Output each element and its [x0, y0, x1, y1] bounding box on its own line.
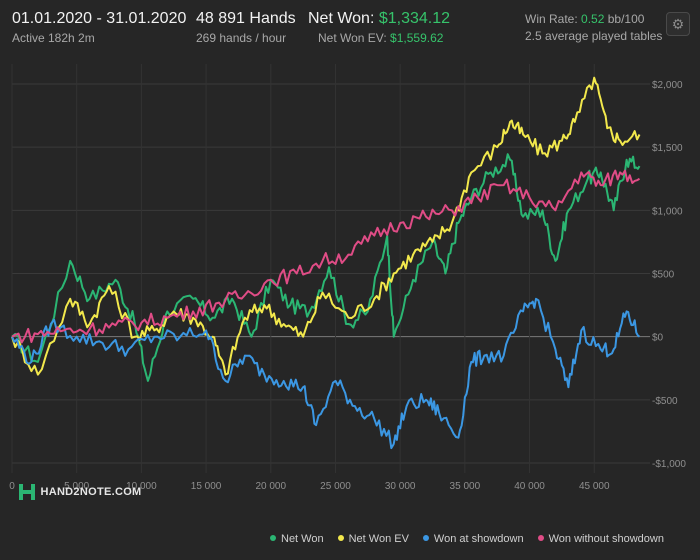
legend-dot — [422, 535, 429, 541]
series-layer — [11, 76, 641, 450]
win-rate: Win Rate: 0.52 bb/100 — [525, 12, 644, 26]
x-tick-label: 40 000 — [514, 481, 545, 492]
logo-text: HAND2NOTE.COM — [40, 486, 142, 498]
hands-count: 48 891 Hands — [196, 10, 296, 27]
date-range: 01.01.2020 - 31.01.2020 — [12, 10, 187, 27]
settings-button[interactable]: ⚙ — [666, 12, 690, 36]
series-line-net-won — [11, 153, 641, 382]
net-won-ev-label: Net Won EV: — [318, 31, 387, 45]
x-tick-label: 20 000 — [255, 481, 286, 492]
legend-item[interactable]: Won without showdown — [537, 533, 664, 545]
gear-icon: ⚙ — [671, 16, 685, 32]
series-line-won-at-showdown — [11, 297, 641, 450]
series-line-won-without-showdown — [11, 169, 641, 344]
win-rate-label: Win Rate: — [525, 12, 578, 26]
net-won-ev-value: $1,559.62 — [390, 31, 444, 45]
chart-area: $2,000 $1,500 $1,000 $500 $0 -$500 -$1,000 0 5 0… — [9, 64, 686, 492]
hands-per-hour: 269 hands / hour — [196, 31, 287, 45]
net-won: Net Won: $1,334.12 — [308, 10, 450, 28]
legend-dot — [537, 535, 544, 541]
legend: Net Won Net Won EV Won at showdown Won with… — [270, 533, 678, 545]
header: 01.01.2020 - 31.01.2020 Active 182h 2m 4… — [0, 0, 700, 52]
x-tick-label: 25 000 — [320, 481, 351, 492]
legend-label: Won without showdown — [548, 533, 664, 545]
legend-dot — [337, 535, 344, 541]
grid-layer — [11, 64, 650, 473]
x-tick-label: 10 000 — [126, 481, 157, 492]
y-tick-label: $500 — [652, 270, 675, 281]
y-tick-label: -$1,000 — [652, 459, 686, 470]
x-tick-label: 15 000 — [191, 481, 222, 492]
net-won-ev: Net Won EV: $1,559.62 — [318, 31, 443, 45]
logo-mark-icon — [19, 484, 35, 500]
active-time: Active 182h 2m — [12, 31, 95, 45]
legend-item[interactable]: Won at showdown — [422, 533, 524, 545]
y-tick-label: $1,500 — [652, 143, 683, 154]
average-tables: 2.5 average played tables — [525, 29, 663, 43]
hand2note-logo: HAND2NOTE.COM — [18, 483, 142, 501]
win-rate-value: 0.52 — [581, 12, 605, 26]
legend-label: Won at showdown — [433, 533, 524, 545]
y-tick-label: -$500 — [652, 396, 678, 407]
y-tick-label: $0 — [652, 333, 664, 344]
legend-item[interactable]: Net Won — [270, 533, 324, 545]
legend-label: Net Won EV — [348, 533, 409, 545]
tick-layer: $2,000 $1,500 $1,000 $500 $0 -$500 -$1,000 0 5 0… — [9, 80, 686, 492]
x-tick-label: 0 — [9, 481, 15, 492]
net-won-label: Net Won: — [308, 10, 375, 27]
y-tick-label: $2,000 — [652, 80, 683, 91]
legend-dot — [270, 535, 276, 541]
legend-label: Net Won — [281, 533, 324, 545]
x-tick-label: 5 000 — [64, 481, 89, 492]
x-tick-label: 45 000 — [579, 481, 610, 492]
series-line-net-won-ev — [11, 76, 641, 376]
win-rate-unit: bb/100 — [607, 12, 645, 26]
y-tick-label: $1,000 — [652, 206, 683, 217]
legend-item[interactable]: Net Won EV — [337, 533, 409, 545]
net-won-value: $1,334.12 — [378, 10, 451, 27]
x-tick-label: 35 000 — [450, 481, 481, 492]
x-tick-label: 30 000 — [385, 481, 416, 492]
